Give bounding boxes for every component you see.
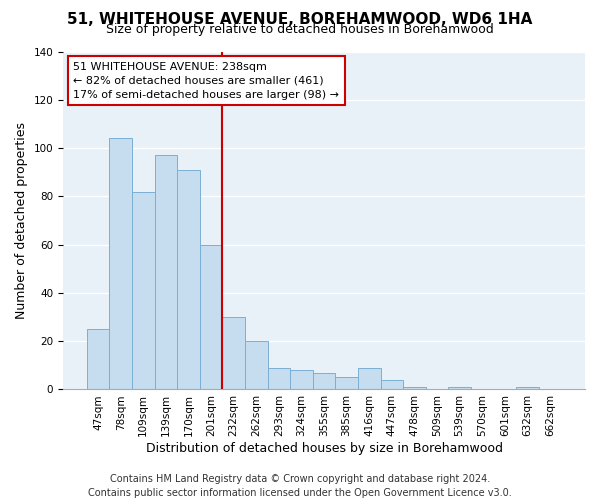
Bar <box>403 387 425 390</box>
Bar <box>313 372 335 390</box>
Bar <box>155 156 177 390</box>
Text: Contains HM Land Registry data © Crown copyright and database right 2024.
Contai: Contains HM Land Registry data © Crown c… <box>88 474 512 498</box>
Text: 51 WHITEHOUSE AVENUE: 238sqm
← 82% of detached houses are smaller (461)
17% of s: 51 WHITEHOUSE AVENUE: 238sqm ← 82% of de… <box>73 62 340 100</box>
Bar <box>448 387 471 390</box>
Y-axis label: Number of detached properties: Number of detached properties <box>15 122 28 319</box>
Bar <box>109 138 132 390</box>
Bar <box>335 378 358 390</box>
Bar <box>358 368 380 390</box>
X-axis label: Distribution of detached houses by size in Borehamwood: Distribution of detached houses by size … <box>146 442 503 455</box>
Bar <box>177 170 200 390</box>
Bar <box>290 370 313 390</box>
Text: 51, WHITEHOUSE AVENUE, BOREHAMWOOD, WD6 1HA: 51, WHITEHOUSE AVENUE, BOREHAMWOOD, WD6 … <box>67 12 533 28</box>
Bar <box>268 368 290 390</box>
Text: Size of property relative to detached houses in Borehamwood: Size of property relative to detached ho… <box>106 22 494 36</box>
Bar <box>87 329 109 390</box>
Bar <box>516 387 539 390</box>
Bar <box>380 380 403 390</box>
Bar <box>223 317 245 390</box>
Bar <box>200 244 223 390</box>
Bar <box>132 192 155 390</box>
Bar <box>245 341 268 390</box>
